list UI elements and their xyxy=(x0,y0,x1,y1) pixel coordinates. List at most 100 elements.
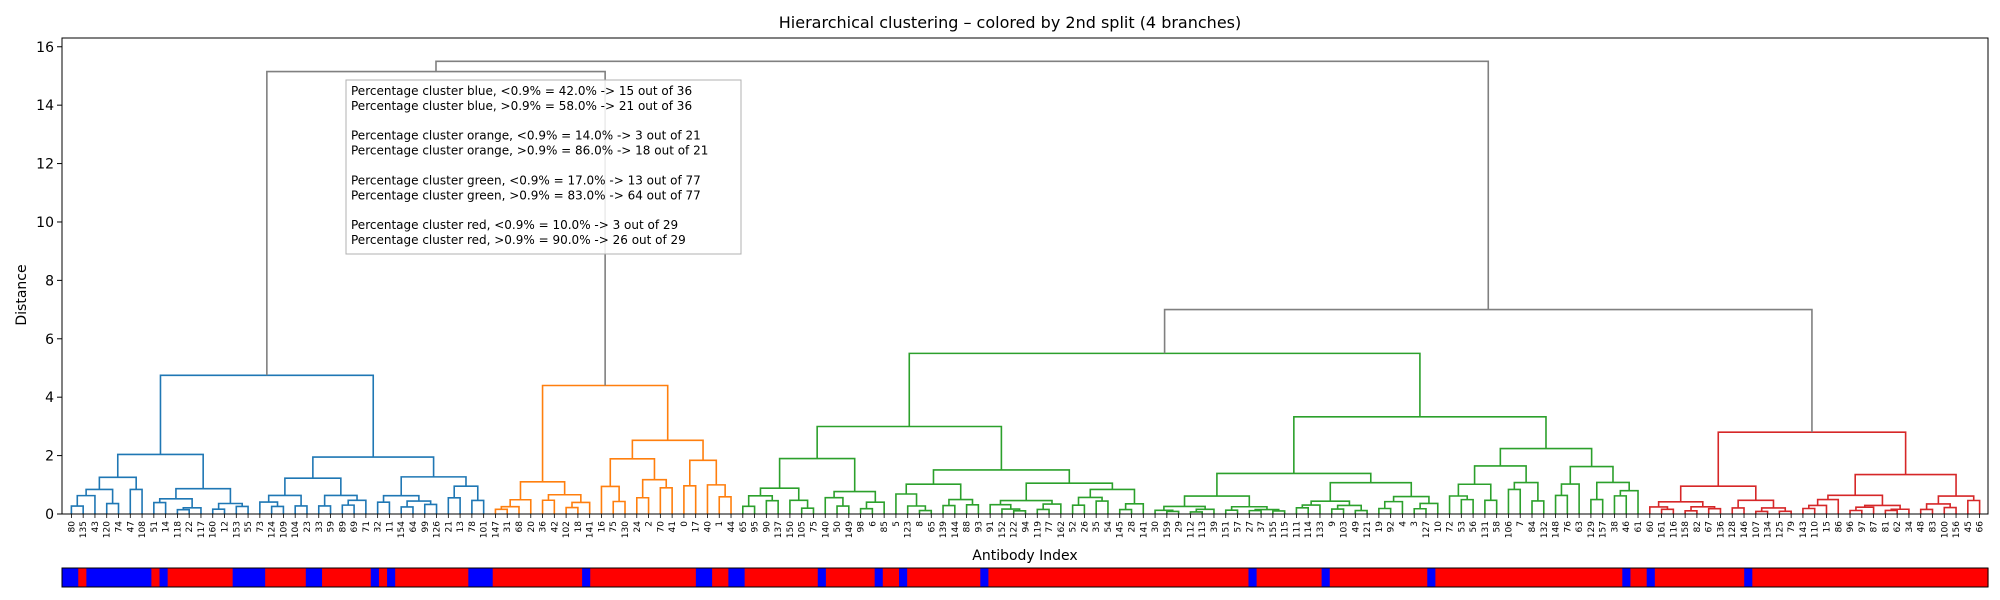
dendrogram-link xyxy=(1943,506,1957,514)
leaf-label: 63 xyxy=(1575,521,1585,532)
color-bar-cell xyxy=(110,568,120,587)
color-bar-cell xyxy=(395,568,404,587)
dendrogram-link xyxy=(447,497,461,514)
color-bar-cell xyxy=(915,568,925,587)
color-bar-cell xyxy=(1833,568,1843,587)
leaf-label: 113 xyxy=(1198,521,1208,538)
dendrogram-link xyxy=(1513,481,1539,501)
legend-line: Percentage cluster blue, >0.9% = 58.0% -… xyxy=(351,99,692,113)
leaf-label: 58 xyxy=(1493,521,1503,533)
leaf-label: 47 xyxy=(126,521,136,532)
color-bar-cell xyxy=(216,568,226,587)
dendrogram-link xyxy=(519,481,566,500)
color-bar-cell xyxy=(1362,568,1371,587)
leaf-label: 156 xyxy=(1952,521,1962,538)
leaf-label: 157 xyxy=(1599,521,1609,538)
dendrogram-link xyxy=(1095,500,1109,514)
leaf-label: 3 xyxy=(1410,521,1420,527)
color-bar-cell xyxy=(647,568,656,587)
y-tick-label: 10 xyxy=(36,215,54,231)
color-bar-cell xyxy=(679,568,689,587)
leaf-label: 15 xyxy=(1822,521,1832,532)
dendrogram-link xyxy=(547,493,582,503)
color-bar-cell xyxy=(874,568,884,587)
color-bar-cell xyxy=(1224,568,1233,587)
color-bar-cell xyxy=(1711,568,1721,587)
color-bar-cell xyxy=(1849,568,1859,587)
color-bar-cell xyxy=(1500,568,1510,587)
dendrogram-link xyxy=(1657,500,1704,507)
dendrogram-link xyxy=(1613,495,1628,514)
dendrogram-link xyxy=(1707,507,1722,514)
dendrogram-link xyxy=(718,496,732,514)
leaf-label: 6 xyxy=(868,521,878,527)
color-bar-cell xyxy=(387,568,396,587)
color-bar-cell xyxy=(1922,568,1932,587)
dendrogram-link xyxy=(1118,508,1133,514)
leaf-label: 150 xyxy=(786,521,796,538)
color-bar-cell xyxy=(541,568,551,587)
leaf-label: 160 xyxy=(209,521,219,538)
color-bar-cell xyxy=(1581,568,1591,587)
color-bar-cell xyxy=(1061,568,1071,587)
color-bar-cell xyxy=(1329,568,1339,587)
color-bar-cell xyxy=(1532,568,1542,587)
leaf-label: 45 xyxy=(1964,521,1974,532)
color-bar-cell xyxy=(70,568,79,587)
leaf-label: 126 xyxy=(433,521,443,538)
leaf-label: 82 xyxy=(1693,521,1703,532)
color-bar-cell xyxy=(525,568,534,587)
legend-line: Percentage cluster green, >0.9% = 83.0% … xyxy=(351,188,701,202)
leaf-label: 145 xyxy=(1116,521,1126,538)
color-bar-cell xyxy=(1215,568,1225,587)
color-bar-cell xyxy=(1354,568,1363,587)
leaf-label: 26 xyxy=(1080,521,1090,533)
color-bar-cell xyxy=(1979,568,1989,587)
leaf-label: 79 xyxy=(1787,521,1797,533)
dendrogram-link xyxy=(1329,481,1413,502)
color-bar-cell xyxy=(1305,568,1315,587)
color-bar-cell xyxy=(1752,568,1762,587)
color-bar-cell xyxy=(1760,568,1770,587)
leaf-label: 65 xyxy=(927,521,937,532)
color-bar-cell xyxy=(785,568,794,587)
color-bar-cell xyxy=(427,568,437,587)
dendrogram-link xyxy=(1660,508,1675,514)
leaf-label: 107 xyxy=(1752,521,1762,538)
color-bar-cell xyxy=(257,568,266,587)
color-bar-cell xyxy=(1346,568,1355,587)
dendrogram-link xyxy=(1717,431,1907,487)
color-bar-cell xyxy=(1646,568,1656,587)
dendrogram-link xyxy=(789,499,809,514)
color-bar-cell xyxy=(1695,568,1705,587)
leaf-label: 121 xyxy=(1363,521,1373,538)
leaf-label: 147 xyxy=(491,521,501,538)
color-bar-cell xyxy=(1029,568,1038,587)
leaf-label: 66 xyxy=(1976,521,1986,533)
y-axis-label: Distance xyxy=(14,264,30,325)
dendrogram-link xyxy=(1855,506,1875,514)
dendrogram-link xyxy=(609,457,656,487)
color-bar-cell xyxy=(1809,568,1818,587)
plot-frame xyxy=(61,37,1989,515)
color-bar-cell xyxy=(923,568,933,587)
leaf-label: 158 xyxy=(1681,521,1691,538)
color-bar-cell xyxy=(305,568,315,587)
color-bar-cell xyxy=(1386,568,1396,587)
color-bar-cell xyxy=(1557,568,1567,587)
color-bar-cell xyxy=(704,568,713,587)
color-bar-cell xyxy=(907,568,916,587)
color-bar-cell xyxy=(1240,568,1250,587)
color-bar-cell xyxy=(1118,568,1128,587)
leaf-label: 112 xyxy=(1186,521,1196,538)
dendrogram-link xyxy=(1560,483,1580,514)
dendrogram-link xyxy=(1531,500,1545,514)
dendrogram-link xyxy=(471,499,485,514)
y-tick-label: 12 xyxy=(36,157,54,173)
leaf-label: 60 xyxy=(1646,521,1656,533)
leaf-label: 102 xyxy=(562,521,572,538)
y-tick-label: 14 xyxy=(36,98,54,114)
color-bar-cell xyxy=(86,568,96,587)
leaf-label: 148 xyxy=(1552,521,1562,538)
color-bar-cell xyxy=(1183,568,1193,587)
